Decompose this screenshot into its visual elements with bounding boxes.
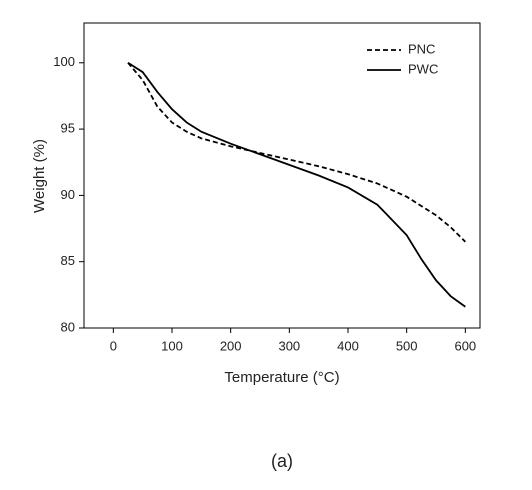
y-tick-label: 95 [61, 121, 75, 136]
y-tick-label: 100 [53, 54, 75, 69]
x-tick-label: 500 [396, 338, 418, 353]
x-tick-label: 100 [161, 338, 183, 353]
y-axis-title: Weight (%) [31, 139, 48, 213]
data-line [127, 62, 466, 243]
x-tick-label: 400 [337, 338, 359, 353]
y-tick-label: 85 [61, 253, 75, 268]
x-tick-label: 300 [278, 338, 300, 353]
x-axis-title: Temperature (°C) [224, 369, 339, 386]
plot-frame [83, 22, 481, 329]
data-line [127, 62, 466, 308]
x-tick-label: 600 [454, 338, 476, 353]
y-tick-label: 80 [61, 319, 75, 334]
legend-label: PWC [408, 61, 438, 76]
caption: (a) [271, 451, 293, 471]
legend-label: PNC [408, 41, 435, 56]
x-tick-label: 0 [110, 338, 117, 353]
y-tick-label: 90 [61, 187, 75, 202]
x-tick-label: 200 [220, 338, 242, 353]
